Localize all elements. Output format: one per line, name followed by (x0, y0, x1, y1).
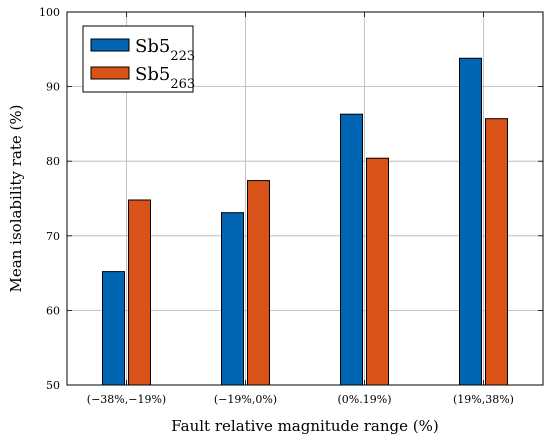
y-tick-label: 80 (46, 155, 60, 168)
bar-series-0-category-0 (102, 271, 125, 386)
x-tick-label: (0%.19%) (338, 393, 392, 406)
legend: Sb5223 Sb5263 (82, 25, 195, 93)
legend-name: Sb5 (135, 36, 170, 57)
y-tick-labels: 50 60 70 80 90 100 (39, 6, 60, 392)
legend-swatch-sb5-223 (90, 38, 130, 52)
x-axis-label: Fault relative magnitude range (%) (171, 417, 438, 435)
bar-series-0-category-3 (459, 57, 482, 386)
legend-subscript: 223 (170, 49, 195, 64)
y-tick-label: 90 (46, 81, 60, 94)
legend-label-sb5-263: Sb5263 (135, 64, 195, 92)
y-tick-label: 100 (39, 6, 60, 19)
bar-series-0-category-2 (340, 113, 363, 386)
legend-box (82, 25, 194, 93)
legend-subscript: 263 (170, 77, 195, 92)
bar-series-1-category-2 (366, 157, 389, 386)
y-axis-label: Mean isolability rate (%) (7, 105, 25, 293)
y-tick-label: 50 (46, 379, 60, 392)
legend-name: Sb5 (135, 64, 170, 85)
bar-series-0-category-1 (221, 212, 244, 386)
bars (102, 57, 508, 386)
y-tick-label: 70 (46, 230, 60, 243)
y-tick-label: 60 (46, 304, 60, 317)
x-tick-labels: (−38%,−19%) (−19%,0%) (0%.19%) (19%,38%) (87, 393, 514, 406)
bar-series-1-category-0 (128, 199, 151, 386)
legend-swatch-sb5-263 (90, 66, 130, 80)
x-tick-label: (−19%,0%) (214, 393, 277, 406)
plot-frame (66, 11, 544, 386)
bar-series-1-category-1 (247, 180, 270, 386)
x-tick-label: (19%,38%) (453, 393, 514, 406)
bar-series-1-category-3 (485, 118, 508, 386)
x-tick-label: (−38%,−19%) (87, 393, 166, 406)
legend-label-sb5-223: Sb5223 (135, 36, 195, 64)
axis-ticks (67, 11, 543, 386)
